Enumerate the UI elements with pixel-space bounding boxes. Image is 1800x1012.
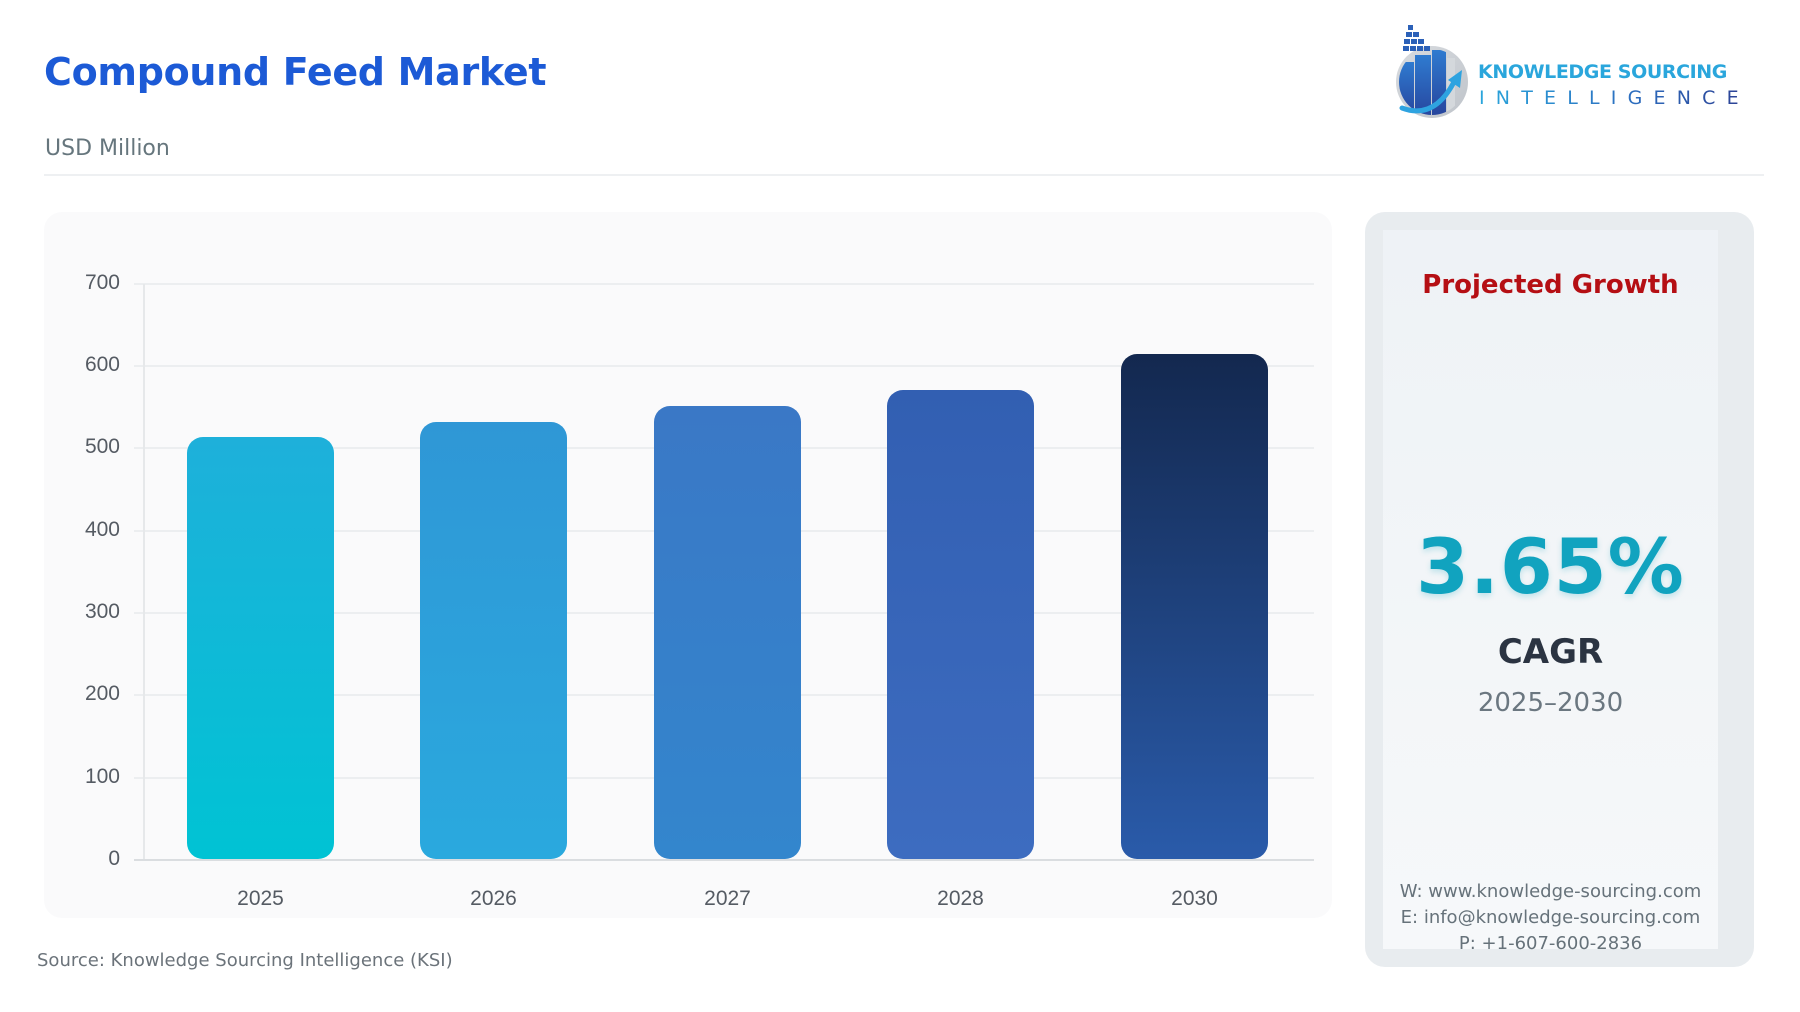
cagr-value: 3.65% xyxy=(1416,522,1685,611)
cagr-label: CAGR xyxy=(1497,632,1604,672)
chart-card xyxy=(44,212,1332,918)
contact-phone: P: +1-607-600-2836 xyxy=(1458,933,1643,954)
contact-website[interactable]: W: www.knowledge-sourcing.com xyxy=(1399,881,1702,902)
logo-text-primary: KNOWLEDGE SOURCING xyxy=(1478,61,1727,83)
growth-panel: Projected Growth 3.65% CAGR 2025–2030 W:… xyxy=(1383,230,1718,954)
header-divider xyxy=(44,174,1764,176)
contact-email[interactable]: E: info@knowledge-sourcing.com xyxy=(1400,907,1701,928)
chart-title: Compound Feed Market xyxy=(44,50,547,94)
projected-growth-card: Projected Growth 3.65% CAGR 2025–2030 W:… xyxy=(1365,212,1754,967)
unit-label: USD Million xyxy=(45,136,170,161)
source-note: Source: Knowledge Sourcing Intelligence … xyxy=(37,950,453,971)
ksi-logo-icon xyxy=(1396,25,1468,118)
ksi-logo: KNOWLEDGE SOURCING INTELLIGENCE xyxy=(1394,22,1754,122)
cagr-period: 2025–2030 xyxy=(1477,688,1624,718)
logo-text-secondary: INTELLIGENCE xyxy=(1479,87,1750,109)
growth-title: Projected Growth xyxy=(1422,270,1679,300)
